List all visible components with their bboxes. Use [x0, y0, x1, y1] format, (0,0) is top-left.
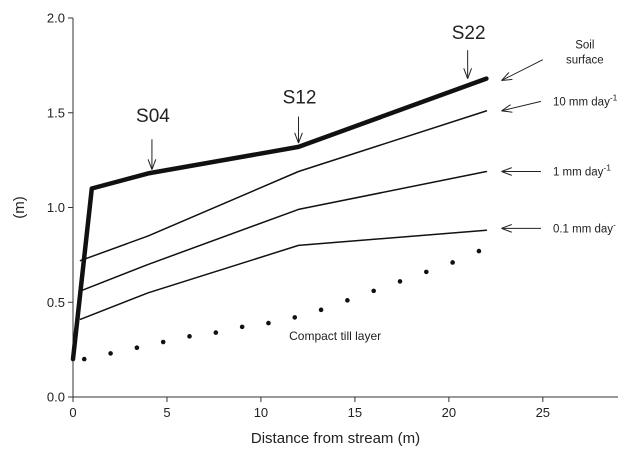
water_10mm-arrow-shaft — [501, 100, 542, 112]
soil_surface-arrow-head — [501, 78, 513, 82]
till-point — [266, 320, 271, 326]
water_0_1mm-label-superscript: - — [613, 219, 616, 229]
soil_surface-arrow-head — [501, 72, 510, 81]
till-point — [108, 351, 113, 356]
till-point — [292, 315, 298, 320]
till-point — [213, 330, 219, 335]
water_10mm-arrow-head — [501, 104, 511, 112]
site-arrow-s04 — [147, 139, 157, 170]
y-axis-title: (m) — [11, 196, 28, 219]
till-point — [187, 334, 192, 339]
till-point — [318, 307, 324, 313]
water_0_1mm-line — [79, 229, 488, 321]
water_1mm-arrow-head — [501, 171, 512, 176]
soil_surface-arrow-shaft — [501, 59, 544, 81]
water_0_1mm-label: 0.1 mm day- — [553, 219, 616, 235]
soil_surface-arrow — [501, 59, 544, 82]
till-point — [450, 260, 455, 265]
axes-group: 0.0 0.5 1.0 1.5 2.0 0 5 10 15 20 25 — [47, 11, 618, 420]
water_0_1mm-arrow-head — [501, 224, 512, 229]
water_0_1mm-arrow-head — [501, 227, 512, 233]
water_10mm-label: 10 mm day-1 — [553, 92, 618, 108]
till-point — [397, 279, 403, 284]
water_1mm-arrow-head — [501, 167, 512, 172]
soil_surface-line — [70, 76, 489, 362]
y-tick-label: 0.5 — [47, 295, 65, 310]
y-tick-label: 2.0 — [47, 11, 65, 26]
till-point — [371, 288, 376, 294]
water_1mm-arrow — [501, 167, 541, 176]
x-tick-label: 0 — [69, 405, 76, 420]
soil_surface-label-line2: surface — [566, 55, 604, 67]
y-tick-label: 0.0 — [47, 390, 65, 405]
water_0_1mm-label-text: 0.1 mm day — [553, 223, 613, 235]
x-tick-label: 15 — [348, 405, 362, 420]
soil_surface-label-line1: Soil — [575, 40, 594, 52]
till-point — [160, 339, 166, 345]
water_10mm-line — [79, 110, 488, 262]
water_10mm-arrow-head — [501, 110, 513, 113]
till-layer-label: Compact till layer — [289, 329, 381, 343]
water_10mm-label-text: 10 mm day — [553, 96, 610, 108]
till-point — [81, 356, 87, 362]
x-tick-label: 25 — [536, 405, 550, 420]
water_0_1mm-arrow — [501, 224, 541, 233]
site-arrow-s22-head — [463, 68, 469, 79]
water_10mm-label-superscript: -1 — [610, 92, 618, 102]
water_1mm-label-text: 1 mm day — [553, 166, 604, 178]
site-label-s04: S04 — [136, 106, 170, 127]
x-axis-title: Distance from stream (m) — [251, 430, 420, 447]
site-label-s12: S12 — [283, 87, 317, 108]
water_10mm-arrow — [501, 100, 542, 113]
site-arrow-s12-head — [298, 132, 303, 144]
site-arrow-s04-head — [151, 159, 157, 170]
site-arrow-s22-head — [467, 68, 472, 79]
water_1mm-label: 1 mm day-1 — [553, 162, 611, 178]
x-tick-label: 10 — [254, 405, 268, 420]
till-point — [424, 269, 429, 275]
site-label-s22: S22 — [452, 23, 486, 44]
site-arrow-s04-head — [147, 159, 153, 170]
y-tick-label: 1.5 — [47, 105, 65, 120]
site-arrow-s12 — [294, 116, 303, 144]
x-tick-label: 20 — [442, 405, 456, 420]
till-point — [476, 248, 482, 254]
site-arrow-s12-head — [294, 132, 299, 144]
till-point — [345, 298, 350, 303]
till-point — [134, 345, 140, 351]
water_1mm-label-superscript: -1 — [603, 162, 611, 172]
water_1mm-line — [79, 170, 488, 292]
x-tick-label: 5 — [163, 405, 170, 420]
series-group — [70, 76, 489, 362]
y-tick-label: 1.0 — [47, 200, 65, 215]
site-arrow-s22 — [463, 50, 472, 79]
till-point — [239, 324, 245, 330]
